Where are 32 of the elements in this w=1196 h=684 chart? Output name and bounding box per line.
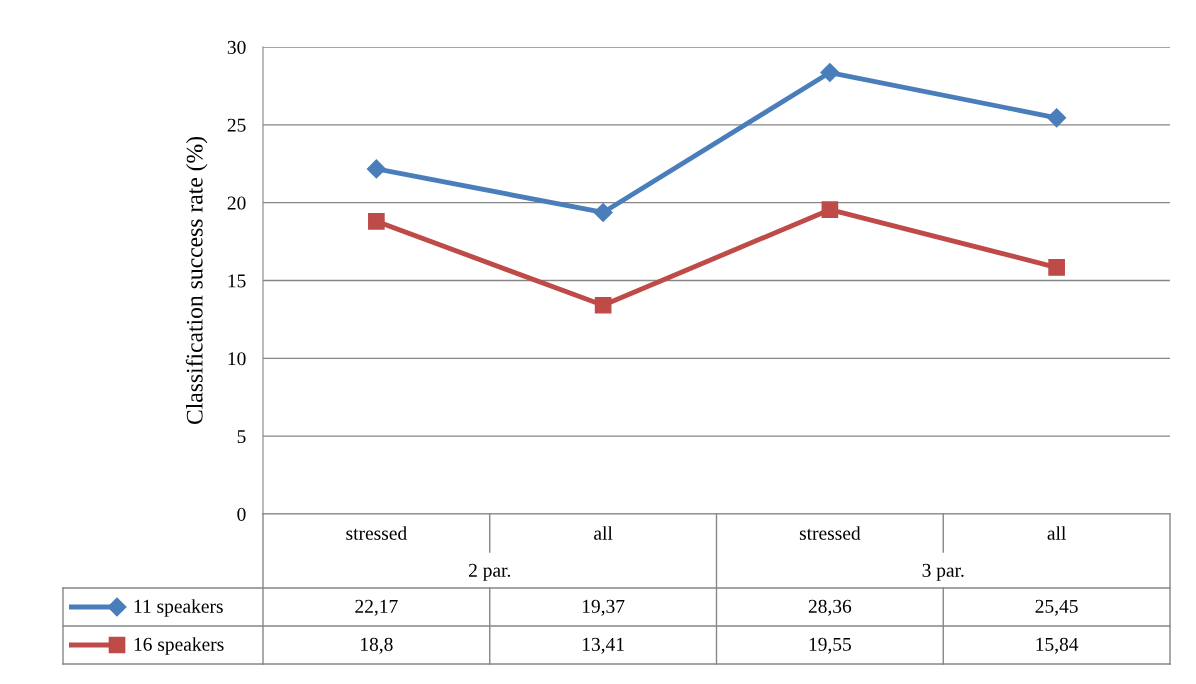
text: 3 par. (922, 563, 964, 581)
data-label: 13,41 (582, 637, 624, 654)
point (1048, 259, 1065, 276)
data-label: 22,17 (355, 599, 398, 616)
data-label: 15,84 (1036, 637, 1079, 654)
point (366, 159, 386, 179)
data-label: 28,36 (808, 599, 852, 616)
text: 2 par. (469, 563, 511, 581)
legend-label: 16 speakers (134, 637, 224, 655)
data-label: 19,55 (809, 637, 851, 654)
y-tick-label: 25 (227, 118, 246, 132)
y-tick-label: 20 (227, 196, 246, 210)
point (821, 201, 839, 219)
x-tick-label: stressed (346, 526, 407, 540)
y-tick-label: 10 (228, 352, 246, 366)
point (594, 296, 612, 314)
y-tick-label: 5 (237, 430, 246, 444)
x-tick-label: all (1047, 526, 1066, 540)
x-tick-label: all (594, 526, 613, 540)
point (368, 213, 385, 230)
y-axis-title: Classification success rate (%) (185, 136, 208, 425)
point (593, 202, 613, 223)
data-label: 18,8 (361, 637, 393, 654)
legend-label: 11 speakers (134, 599, 223, 617)
y-tick-label: 30 (227, 40, 246, 54)
x-tick-label: stressed (799, 526, 861, 540)
point (820, 62, 840, 83)
data-label: 25,45 (1035, 599, 1078, 616)
point (1047, 108, 1067, 128)
y-tick-label: 0 (237, 507, 246, 521)
data-label: 19,37 (582, 599, 625, 616)
y-tick-label: 15 (228, 274, 246, 288)
